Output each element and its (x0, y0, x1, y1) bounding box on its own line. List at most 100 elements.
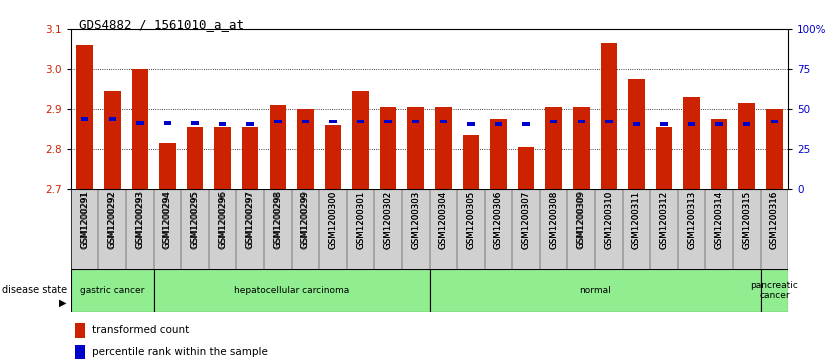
Text: GSM1200301: GSM1200301 (356, 190, 365, 249)
Bar (379, 107, 396, 189)
Text: GSM1200311: GSM1200311 (632, 191, 641, 249)
Bar (132, 69, 148, 189)
Text: GSM1200308: GSM1200308 (549, 190, 558, 249)
Text: GSM1200291: GSM1200291 (80, 191, 89, 249)
Text: hepatocellular carcinoma: hepatocellular carcinoma (234, 286, 349, 295)
Text: transformed count: transformed count (92, 325, 189, 335)
Bar (274, 120, 282, 123)
Text: GSM1200304: GSM1200304 (439, 190, 448, 249)
Text: GSM1200312: GSM1200312 (660, 190, 669, 249)
Text: GSM1200292: GSM1200292 (108, 190, 117, 249)
Text: GSM1200294: GSM1200294 (163, 191, 172, 249)
Bar (600, 43, 617, 189)
Text: GSM1200295: GSM1200295 (190, 191, 199, 249)
Text: GSM1200291: GSM1200291 (80, 190, 89, 249)
Bar (81, 117, 88, 121)
Bar (219, 122, 226, 126)
Bar (408, 107, 424, 189)
Bar (688, 122, 696, 126)
Bar (71, 269, 153, 312)
Bar (352, 91, 369, 189)
Bar (187, 127, 203, 189)
Text: GSM1200314: GSM1200314 (715, 190, 724, 249)
Text: GSM1200296: GSM1200296 (219, 190, 227, 249)
Text: GSM1200315: GSM1200315 (742, 190, 751, 249)
Text: GSM1200310: GSM1200310 (605, 190, 613, 249)
Bar (153, 269, 430, 312)
Bar (683, 97, 700, 189)
Text: GSM1200305: GSM1200305 (466, 190, 475, 249)
Bar (628, 79, 645, 189)
Text: GSM1200313: GSM1200313 (687, 191, 696, 249)
Bar (550, 120, 557, 123)
Text: GSM1200304: GSM1200304 (439, 191, 448, 249)
Bar (716, 122, 723, 126)
Text: GSM1200299: GSM1200299 (301, 190, 310, 248)
Bar (159, 143, 176, 189)
Text: GSM1200307: GSM1200307 (521, 191, 530, 249)
Text: GSM1200316: GSM1200316 (770, 191, 779, 249)
Bar (269, 105, 286, 189)
Text: GDS4882 / 1561010_a_at: GDS4882 / 1561010_a_at (79, 18, 244, 31)
Text: GSM1200314: GSM1200314 (715, 191, 724, 249)
Bar (104, 91, 121, 189)
Bar (605, 120, 612, 123)
Text: GSM1200300: GSM1200300 (329, 190, 338, 249)
Text: GSM1200302: GSM1200302 (384, 191, 393, 249)
Text: GSM1200302: GSM1200302 (384, 190, 393, 249)
Bar (214, 127, 231, 189)
Bar (324, 125, 341, 189)
Bar (743, 122, 751, 126)
Text: GSM1200297: GSM1200297 (246, 191, 254, 249)
Bar (518, 147, 535, 189)
Text: ▶: ▶ (59, 298, 67, 308)
Text: GSM1200296: GSM1200296 (219, 191, 227, 249)
Bar (495, 122, 502, 126)
Text: GSM1200303: GSM1200303 (411, 190, 420, 249)
Bar (412, 120, 420, 123)
Text: GSM1200307: GSM1200307 (521, 190, 530, 249)
Text: GSM1200309: GSM1200309 (577, 190, 585, 249)
Bar (247, 122, 254, 126)
Bar (435, 107, 451, 189)
Text: GSM1200292: GSM1200292 (108, 191, 117, 249)
Text: GSM1200293: GSM1200293 (135, 190, 144, 249)
Text: GSM1200293: GSM1200293 (135, 191, 144, 249)
Bar (242, 127, 259, 189)
Bar (467, 122, 475, 126)
Text: GSM1200297: GSM1200297 (246, 190, 254, 249)
Bar (71, 189, 788, 269)
Bar (573, 107, 590, 189)
Bar (163, 121, 171, 125)
Bar (522, 122, 530, 126)
Text: gastric cancer: gastric cancer (80, 286, 144, 295)
Text: GSM1200315: GSM1200315 (742, 191, 751, 249)
Text: GSM1200295: GSM1200295 (190, 190, 199, 249)
Bar (191, 121, 198, 125)
Bar (656, 127, 672, 189)
Text: GSM1200294: GSM1200294 (163, 190, 172, 249)
Text: GSM1200298: GSM1200298 (274, 191, 282, 249)
Bar (357, 120, 364, 123)
Text: GSM1200305: GSM1200305 (466, 191, 475, 249)
Text: GSM1200301: GSM1200301 (356, 191, 365, 249)
Bar (490, 119, 507, 189)
Text: GSM1200316: GSM1200316 (770, 190, 779, 249)
Bar (633, 122, 641, 126)
Text: GSM1200308: GSM1200308 (549, 191, 558, 249)
Bar (766, 109, 782, 189)
Bar (771, 120, 778, 123)
Bar (77, 45, 93, 189)
Text: GSM1200306: GSM1200306 (494, 191, 503, 249)
Text: GSM1200306: GSM1200306 (494, 190, 503, 249)
Bar (661, 122, 668, 126)
Bar (329, 120, 337, 123)
Text: GSM1200303: GSM1200303 (411, 191, 420, 249)
Text: pancreatic
cancer: pancreatic cancer (751, 281, 798, 300)
Bar (384, 120, 392, 123)
Bar (302, 120, 309, 123)
Bar (297, 109, 314, 189)
Text: GSM1200309: GSM1200309 (577, 191, 585, 249)
Text: GSM1200313: GSM1200313 (687, 190, 696, 249)
Bar (577, 120, 585, 123)
